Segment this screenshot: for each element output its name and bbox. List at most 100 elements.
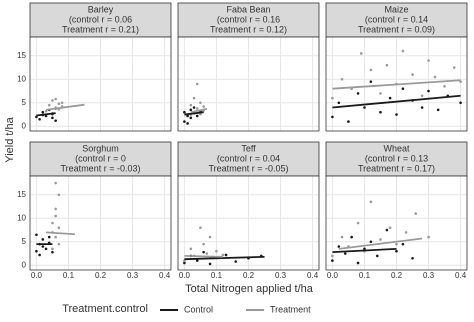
- point: [459, 101, 462, 105]
- point: [202, 105, 205, 108]
- x-tick-label: 0.0: [179, 271, 191, 280]
- point: [452, 66, 456, 69]
- point: [195, 114, 199, 118]
- point: [379, 92, 382, 95]
- point: [363, 247, 366, 251]
- point: [189, 103, 193, 107]
- point: [54, 181, 57, 185]
- point: [331, 254, 334, 258]
- point: [186, 122, 189, 125]
- point: [57, 226, 61, 229]
- strip-label: Treatment r = -0.03): [61, 163, 141, 173]
- point: [199, 226, 202, 229]
- fit-line: [190, 108, 208, 114]
- point: [186, 114, 189, 118]
- point: [411, 73, 414, 76]
- point: [337, 101, 341, 105]
- strip-label: (control r = 0.16: [217, 14, 280, 24]
- fit-line: [184, 255, 223, 258]
- point: [38, 117, 41, 121]
- fit-line: [338, 237, 423, 250]
- strip-label: (control r = 0: [75, 153, 126, 163]
- point: [183, 110, 186, 114]
- point: [436, 108, 440, 112]
- point: [379, 238, 382, 241]
- x-tick-label: 0.2: [243, 271, 255, 280]
- point: [195, 82, 199, 86]
- point: [369, 80, 373, 83]
- point: [427, 89, 430, 93]
- point: [208, 262, 212, 266]
- x-tick-label: 0.1: [211, 271, 223, 280]
- point: [347, 120, 350, 123]
- point: [404, 231, 408, 234]
- x-tick-label: 0.2: [95, 271, 107, 280]
- point: [60, 101, 64, 105]
- point: [51, 116, 54, 120]
- point: [388, 226, 392, 229]
- strip: [325, 2, 468, 38]
- strip-label: (control r = 0.06: [69, 14, 132, 24]
- point: [54, 207, 57, 211]
- strip-label: Barley: [88, 4, 114, 14]
- strip-label: Treatment r = 0.21): [62, 24, 139, 34]
- point: [379, 110, 382, 114]
- point: [331, 115, 334, 119]
- point: [369, 240, 373, 244]
- panel-border: [177, 36, 320, 132]
- point: [427, 59, 430, 62]
- point: [199, 101, 202, 105]
- point: [427, 235, 430, 239]
- x-tick-label: 0.0: [31, 271, 43, 280]
- x-tick-label: 0.3: [275, 271, 287, 280]
- point: [202, 242, 205, 246]
- point: [189, 247, 193, 251]
- y-tick-label: 10: [17, 213, 26, 222]
- strip: [29, 141, 172, 177]
- point: [359, 52, 363, 55]
- point: [385, 228, 389, 232]
- x-tick-label: 0.3: [127, 271, 139, 280]
- point: [51, 99, 54, 102]
- point: [221, 253, 225, 257]
- point: [369, 200, 373, 204]
- point: [208, 235, 212, 239]
- y-tick-label: 5: [22, 98, 27, 107]
- point: [57, 242, 61, 246]
- point: [388, 96, 392, 100]
- point: [340, 235, 344, 239]
- y-tick-label: 0: [22, 121, 27, 130]
- x-tick-label: 0.0: [327, 271, 339, 280]
- point: [375, 254, 379, 258]
- point: [35, 249, 38, 253]
- point: [401, 87, 405, 90]
- x-axis-title: Total Nitrogen applied t/ha: [185, 283, 314, 295]
- point: [51, 250, 54, 254]
- fit-line: [332, 94, 461, 109]
- point: [411, 256, 414, 260]
- point: [51, 247, 54, 251]
- y-axis-title: Yield t/ha: [4, 116, 16, 162]
- x-tick-label: 0.4: [307, 271, 319, 280]
- strip-label: (control r = 0.14: [365, 14, 428, 24]
- x-tick-label: 0.2: [391, 271, 403, 280]
- point: [51, 221, 54, 225]
- strip-label: Sorghum: [82, 143, 119, 153]
- fit-line: [332, 79, 461, 90]
- point: [331, 259, 334, 262]
- y-tick-label: 0: [22, 260, 27, 269]
- panel-border: [325, 175, 468, 271]
- panel-border: [325, 36, 468, 132]
- point: [433, 75, 437, 79]
- point: [54, 119, 57, 122]
- point: [395, 242, 398, 246]
- point: [54, 235, 57, 239]
- point: [44, 114, 48, 118]
- strip-label: Maize: [384, 4, 408, 14]
- fit-line: [332, 247, 397, 254]
- strip: [29, 2, 172, 38]
- point: [401, 49, 405, 53]
- point: [420, 106, 424, 109]
